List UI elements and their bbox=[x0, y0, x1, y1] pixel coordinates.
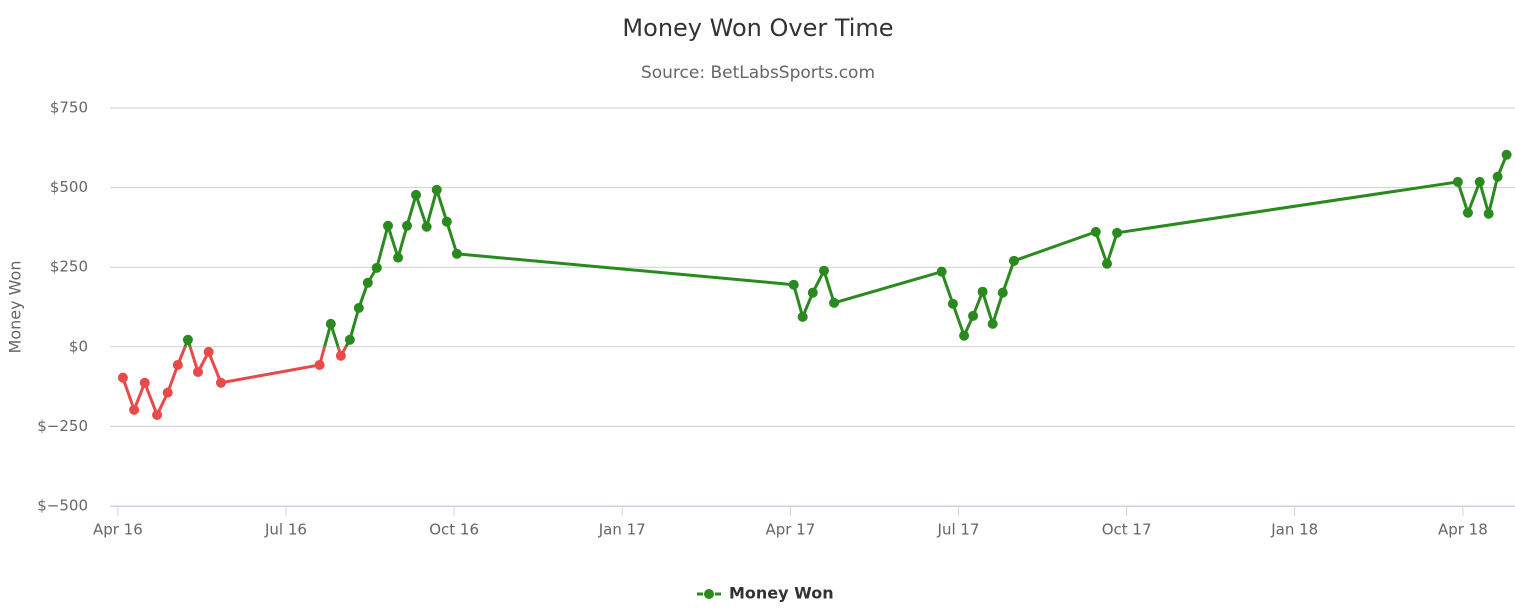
point bbox=[117, 372, 128, 383]
point bbox=[421, 221, 432, 232]
x-tick-label: Jul 17 bbox=[937, 521, 980, 539]
y-tick-label: $−500 bbox=[37, 497, 88, 515]
point bbox=[431, 184, 442, 195]
point bbox=[410, 189, 421, 200]
series-line-negative bbox=[121, 346, 348, 419]
y-tick-label: $−250 bbox=[37, 417, 88, 435]
x-tick-label: Apr 17 bbox=[765, 521, 815, 539]
point bbox=[818, 265, 829, 276]
x-tick-label: Apr 18 bbox=[1438, 521, 1488, 539]
point bbox=[129, 404, 140, 415]
point bbox=[362, 277, 373, 288]
chart-title: Money Won Over Time bbox=[622, 14, 893, 42]
point bbox=[1483, 208, 1494, 219]
point bbox=[1474, 176, 1485, 187]
x-tick-label: Jul 16 bbox=[264, 521, 307, 539]
point bbox=[1102, 258, 1113, 269]
chart-subtitle: Source: BetLabsSports.com bbox=[641, 63, 875, 83]
point bbox=[162, 387, 173, 398]
point bbox=[344, 334, 355, 345]
point bbox=[1462, 207, 1473, 218]
x-tick-label: Jan 17 bbox=[598, 521, 646, 539]
point bbox=[371, 262, 382, 273]
y-tick-label: $750 bbox=[50, 99, 88, 117]
point bbox=[441, 216, 452, 227]
point bbox=[402, 220, 413, 231]
point bbox=[182, 334, 193, 345]
y-tick-label: $500 bbox=[50, 178, 88, 196]
x-tick-label: Oct 16 bbox=[429, 521, 479, 539]
point bbox=[335, 350, 346, 361]
x-tick-label: Jan 18 bbox=[1270, 521, 1318, 539]
point bbox=[382, 220, 393, 231]
point bbox=[393, 252, 404, 263]
point bbox=[807, 287, 818, 298]
point bbox=[1008, 255, 1019, 266]
point bbox=[314, 359, 325, 370]
point bbox=[947, 298, 958, 309]
y-tick-label: $0 bbox=[69, 337, 88, 355]
x-tick-label: Oct 17 bbox=[1102, 521, 1152, 539]
y-axis-title: Money Won bbox=[6, 261, 25, 354]
point bbox=[1452, 176, 1463, 187]
point bbox=[977, 286, 988, 297]
point bbox=[987, 318, 998, 329]
point bbox=[797, 311, 808, 322]
point bbox=[936, 266, 947, 277]
legend-marker bbox=[704, 589, 714, 599]
point bbox=[959, 330, 970, 341]
x-tick-label: Apr 16 bbox=[93, 521, 143, 539]
point bbox=[172, 359, 183, 370]
point bbox=[1492, 171, 1503, 182]
point bbox=[353, 302, 364, 313]
legend-label: Money Won bbox=[729, 584, 834, 603]
point bbox=[1112, 227, 1123, 238]
point bbox=[139, 377, 150, 388]
point bbox=[1501, 149, 1512, 160]
point bbox=[203, 346, 214, 357]
y-tick-label: $250 bbox=[50, 258, 88, 276]
point bbox=[1090, 226, 1101, 237]
point bbox=[788, 279, 799, 290]
point bbox=[968, 310, 979, 321]
point bbox=[152, 409, 163, 420]
point bbox=[451, 248, 462, 259]
point bbox=[829, 297, 840, 308]
point bbox=[997, 287, 1008, 298]
point bbox=[215, 377, 226, 388]
point bbox=[325, 318, 336, 329]
point bbox=[192, 366, 203, 377]
series-line bbox=[183, 154, 1508, 347]
